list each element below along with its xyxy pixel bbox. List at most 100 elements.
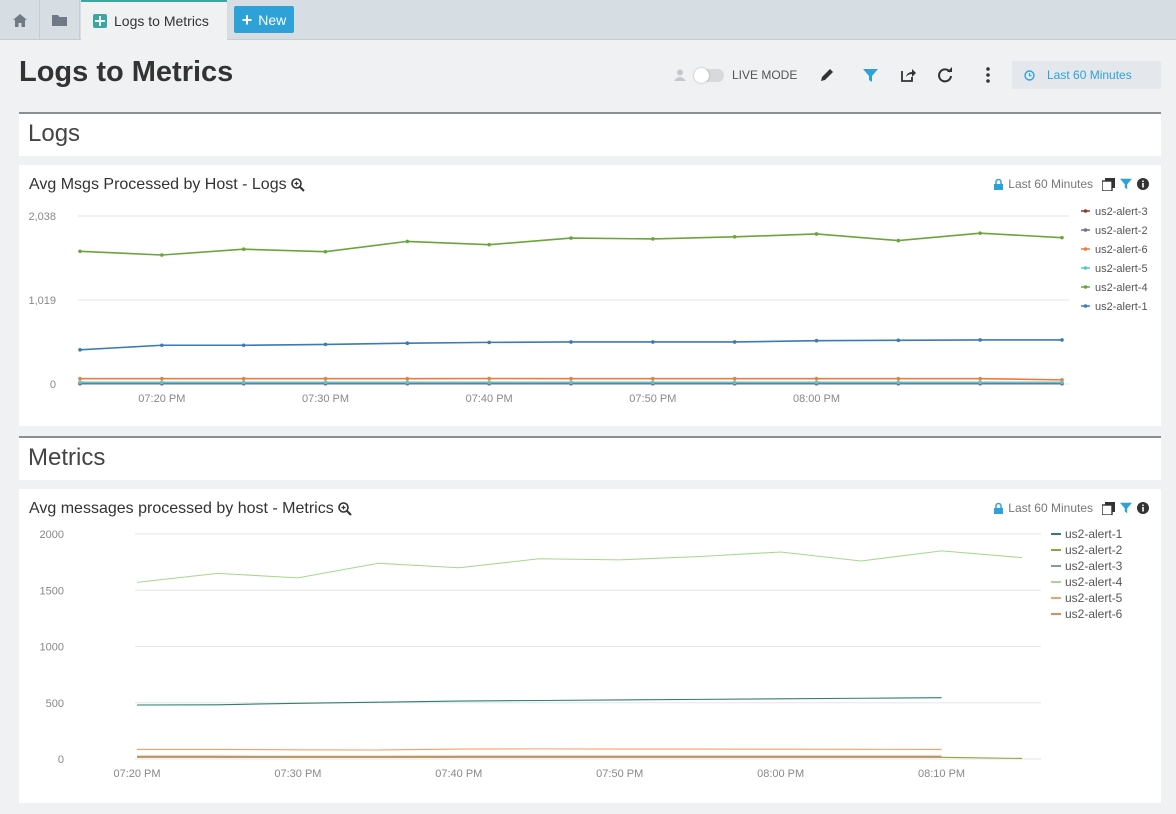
- legend-entry: us2-alert-1: [1095, 301, 1148, 313]
- filter-icon[interactable]: [1120, 178, 1132, 190]
- legend-entry: us2-alert-3: [1095, 206, 1148, 218]
- data-point: [323, 376, 328, 381]
- legend-entry: us2-alert-3: [1065, 559, 1123, 573]
- data-point: [569, 376, 573, 381]
- copy-icon[interactable]: [1102, 177, 1115, 191]
- y-tick-label: 2,038: [28, 211, 56, 223]
- live-mode-toggle[interactable]: [694, 67, 724, 83]
- y-tick-label: 1500: [40, 585, 64, 597]
- data-point: [160, 376, 164, 381]
- data-point: [978, 231, 982, 235]
- panel-metrics-time: Last 60 Minutes: [1008, 501, 1093, 515]
- home-icon: [12, 13, 27, 27]
- share-button[interactable]: [898, 65, 918, 85]
- legend-entry: us2-alert-5: [1095, 263, 1148, 275]
- data-point: [323, 342, 328, 347]
- data-point: [732, 380, 737, 385]
- time-range-label: Last 60 Minutes: [1047, 68, 1132, 82]
- data-point: [569, 236, 573, 240]
- y-tick-label: 0: [50, 379, 56, 391]
- series-line-us2-alert-2: [137, 756, 1023, 759]
- data-point: [1060, 378, 1064, 382]
- zoom-icon[interactable]: [290, 178, 305, 192]
- legend-marker: [1083, 266, 1088, 270]
- time-range-button[interactable]: Last 60 Minutes: [1012, 61, 1161, 89]
- data-point: [323, 380, 328, 385]
- data-point: [651, 380, 655, 385]
- x-tick-label: 07:20 PM: [138, 393, 185, 405]
- data-point: [732, 340, 737, 344]
- panel-logs-title: Avg Msgs Processed by Host - Logs: [29, 176, 305, 194]
- section-metrics-title: Metrics: [28, 444, 106, 471]
- info-icon[interactable]: [1137, 178, 1149, 190]
- data-point: [569, 380, 573, 385]
- x-tick-label: 08:00 PM: [793, 393, 840, 405]
- data-point: [405, 380, 410, 385]
- tab-logs-to-metrics[interactable]: Logs to Metrics: [81, 0, 227, 40]
- panel-logs: Avg Msgs Processed by Host - Logs Last 6…: [19, 165, 1161, 426]
- series-line-us2-alert-4: [136, 550, 1023, 583]
- more-options-button[interactable]: [978, 65, 998, 85]
- data-point: [323, 249, 328, 254]
- data-point: [896, 380, 901, 385]
- panel-logs-meta: Last 60 Minutes: [994, 177, 1149, 191]
- x-tick-label: 07:50 PM: [596, 768, 643, 780]
- filter-button[interactable]: [860, 65, 880, 85]
- panel-metrics-title: Avg messages processed by host - Metrics: [29, 500, 352, 518]
- page-title: Logs to Metrics: [19, 56, 234, 88]
- y-tick-label: 2000: [40, 529, 64, 541]
- legend-entry: us2-alert-4: [1095, 282, 1148, 294]
- data-point: [651, 376, 655, 381]
- data-point: [487, 242, 491, 247]
- x-tick-label: 07:30 PM: [302, 393, 349, 405]
- legend-marker: [1083, 209, 1088, 213]
- x-tick-label: 07:40 PM: [466, 393, 513, 405]
- chart-logs: 2,038 1,019 0 07:20 PM 07:30 PM 07:40 PM 07:50…: [28, 206, 1148, 405]
- legend-marker: [1083, 304, 1088, 308]
- data-point: [732, 376, 737, 381]
- data-point: [78, 347, 82, 352]
- zoom-icon[interactable]: [337, 502, 352, 516]
- folder-icon: [51, 14, 67, 26]
- data-point: [487, 376, 491, 381]
- data-point: [160, 253, 164, 257]
- lock-icon: [994, 178, 1004, 190]
- y-tick-label: 1000: [40, 642, 64, 654]
- legend-entry: us2-alert-2: [1065, 543, 1123, 557]
- data-point: [814, 380, 819, 385]
- y-tick-label: 1,019: [28, 295, 56, 307]
- refresh-button[interactable]: [935, 65, 955, 85]
- legend-entry: us2-alert-5: [1065, 591, 1123, 605]
- x-tick-label: 07:30 PM: [274, 768, 321, 780]
- legend-entry: us2-alert-4: [1065, 575, 1123, 589]
- live-mode-label: LIVE MODE: [732, 68, 798, 82]
- data-point: [241, 247, 246, 252]
- data-point: [896, 338, 901, 343]
- data-point: [78, 249, 82, 254]
- legend-entry: us2-alert-6: [1095, 244, 1148, 256]
- data-point: [487, 380, 491, 385]
- edit-button[interactable]: [817, 65, 837, 85]
- user-icon: [674, 69, 686, 81]
- info-icon[interactable]: [1137, 502, 1149, 514]
- copy-icon[interactable]: [1102, 501, 1115, 515]
- data-point: [241, 343, 246, 348]
- data-point: [978, 338, 982, 342]
- data-point: [405, 239, 410, 244]
- library-tab[interactable]: [40, 0, 80, 40]
- panel-logs-title-text: Avg Msgs Processed by Host - Logs: [29, 176, 287, 193]
- new-button[interactable]: + New: [234, 6, 294, 33]
- data-point: [405, 341, 410, 345]
- lock-icon: [994, 502, 1004, 514]
- filter-icon[interactable]: [1120, 502, 1132, 514]
- share-icon: [901, 69, 916, 82]
- x-tick-label: 07:50 PM: [629, 393, 676, 405]
- panel-metrics: Avg messages processed by host - Metrics…: [19, 489, 1161, 803]
- data-point: [241, 376, 246, 381]
- chart-metrics: 2000 1500 1000 500 0 07:20 PM 07:30 PM 07:40 PM…: [40, 527, 1123, 780]
- home-tab[interactable]: [0, 0, 40, 40]
- data-point: [487, 340, 491, 345]
- clock-icon: [1024, 69, 1035, 81]
- tab-bar: Logs to Metrics + New: [0, 0, 1176, 40]
- y-tick-label: 500: [46, 698, 64, 710]
